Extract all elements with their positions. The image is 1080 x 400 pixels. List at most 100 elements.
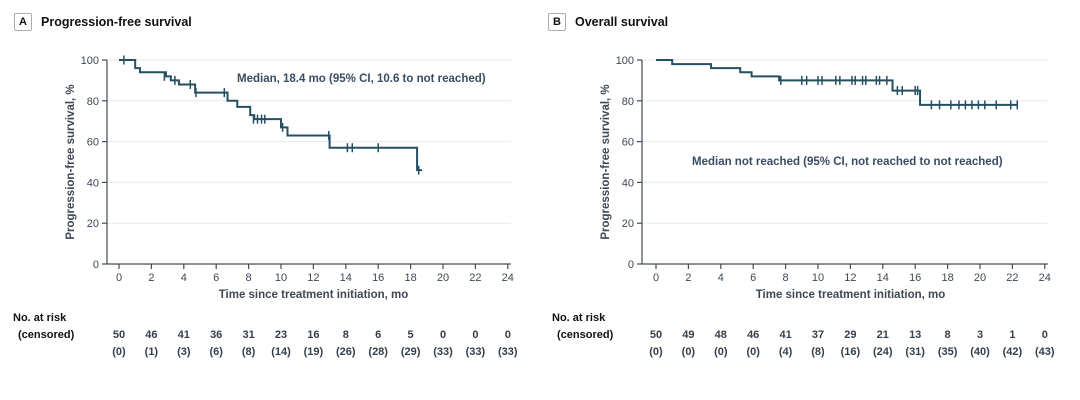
risk-count: 41 — [177, 329, 190, 341]
censored-count: (43) — [1035, 346, 1055, 358]
censored-count: (35) — [937, 346, 958, 358]
risk-count: 46 — [747, 329, 760, 341]
risk-count: 50 — [112, 329, 126, 341]
censored-count: (4) — [778, 346, 793, 358]
panel-letter-badge: B — [548, 13, 566, 31]
risk-count: 48 — [714, 329, 727, 341]
y-tick-label: 100 — [616, 55, 634, 67]
risk-count: 5 — [407, 329, 414, 341]
x-tick-label: 16 — [372, 272, 384, 284]
x-tick-label: 2 — [685, 272, 691, 284]
risk-count: 37 — [811, 329, 825, 341]
panel-header: A Progression-free survival — [14, 13, 192, 31]
median-annotation: Median, 18.4 mo (95% CI, 10.6 to not rea… — [237, 73, 486, 85]
x-tick-label: 10 — [812, 272, 824, 284]
x-tick-label: 14 — [340, 272, 352, 284]
x-tick-label: 14 — [877, 272, 889, 284]
x-tick-label: 24 — [502, 272, 514, 284]
y-tick-label: 0 — [628, 259, 634, 271]
risk-count: 3 — [976, 329, 984, 341]
x-tick-label: 12 — [844, 272, 856, 284]
x-tick-label: 18 — [404, 272, 416, 284]
risk-count: 29 — [844, 329, 857, 341]
censored-count: (42) — [1002, 346, 1023, 358]
x-tick-label: 4 — [718, 272, 724, 284]
risk-count: 41 — [779, 329, 792, 341]
censored-count: (33) — [465, 346, 486, 358]
risk-count: 13 — [909, 329, 922, 341]
risk-count: 46 — [145, 329, 158, 341]
x-tick-label: 20 — [974, 272, 986, 284]
x-tick-label: 0 — [653, 272, 659, 284]
panel-title: Overall survival — [575, 15, 669, 29]
x-tick-label: 0 — [116, 272, 122, 284]
panel-header: B Overall survival — [548, 13, 668, 31]
risk-count: 21 — [876, 329, 889, 341]
y-tick-label: 60 — [622, 137, 634, 149]
y-tick-label: 80 — [622, 96, 634, 108]
km-step-curve — [656, 59, 1018, 106]
x-tick-label: 2 — [148, 272, 154, 284]
censored-count: (0) — [714, 346, 728, 358]
x-axis-label: Time since treatment initiation, mo — [755, 289, 946, 301]
x-tick-label: 8 — [246, 272, 252, 284]
censored-count: (40) — [970, 346, 990, 358]
x-tick-label: 6 — [750, 272, 756, 284]
censored-count: (3) — [177, 346, 191, 358]
median-annotation: Median not reached (95% CI, not reached … — [692, 156, 1003, 168]
y-tick-label: 40 — [622, 177, 634, 189]
y-tick-label: 80 — [87, 96, 99, 108]
panel-letter-badge: A — [14, 13, 32, 31]
censored-count: (0) — [649, 346, 663, 358]
censored-count: (33) — [433, 346, 453, 358]
censored-count: (31) — [905, 346, 925, 358]
y-tick-label: 60 — [87, 137, 99, 149]
x-tick-label: 24 — [1039, 272, 1051, 284]
censored-count: (6) — [209, 346, 223, 358]
censored-count: (0) — [112, 346, 126, 358]
censored-count: (0) — [746, 346, 760, 358]
x-tick-label: 6 — [213, 272, 219, 284]
censored-count: (16) — [840, 346, 861, 358]
risk-count: 16 — [307, 329, 320, 341]
censored-count: (28) — [368, 346, 388, 358]
risk-count: 50 — [649, 329, 663, 341]
censored-count: (29) — [400, 346, 421, 358]
censored-count: (19) — [303, 346, 324, 358]
panel-title: Progression-free survival — [41, 15, 192, 29]
risk-count: 0 — [504, 329, 511, 341]
risk-count: 31 — [242, 329, 255, 341]
risk-count: 0 — [1041, 329, 1048, 341]
risk-table-censored-label: (censored) — [557, 329, 614, 341]
risk-table-label: No. at risk — [552, 312, 606, 324]
y-tick-label: 20 — [87, 218, 99, 230]
x-tick-label: 18 — [941, 272, 953, 284]
censored-count: (8) — [811, 346, 825, 358]
risk-count: 0 — [439, 329, 447, 341]
x-tick-label: 22 — [1006, 272, 1018, 284]
x-tick-label: 10 — [275, 272, 287, 284]
y-tick-label: 40 — [87, 177, 99, 189]
x-tick-label: 22 — [469, 272, 481, 284]
x-tick-label: 16 — [909, 272, 921, 284]
y-tick-label: 0 — [93, 259, 99, 271]
censored-count: (26) — [336, 346, 356, 358]
risk-table-censored-label: (censored) — [18, 329, 75, 341]
risk-count: 6 — [375, 329, 382, 341]
risk-table-label: No. at risk — [13, 312, 67, 324]
censored-count: (1) — [144, 346, 159, 358]
risk-count: 36 — [210, 329, 223, 341]
risk-count: 23 — [274, 329, 288, 341]
risk-count: 0 — [472, 329, 479, 341]
censored-count: (24) — [873, 346, 893, 358]
panel-overall-survival: B Overall survival Progression-free surv… — [540, 0, 1080, 400]
risk-count: 8 — [944, 329, 951, 341]
x-tick-label: 12 — [307, 272, 319, 284]
x-tick-label: 4 — [181, 272, 187, 284]
x-tick-label: 8 — [783, 272, 789, 284]
risk-count: 8 — [342, 329, 349, 341]
panel-progression-free-survival: A Progression-free survival Progression-… — [13, 13, 518, 358]
censored-count: (14) — [271, 346, 291, 358]
